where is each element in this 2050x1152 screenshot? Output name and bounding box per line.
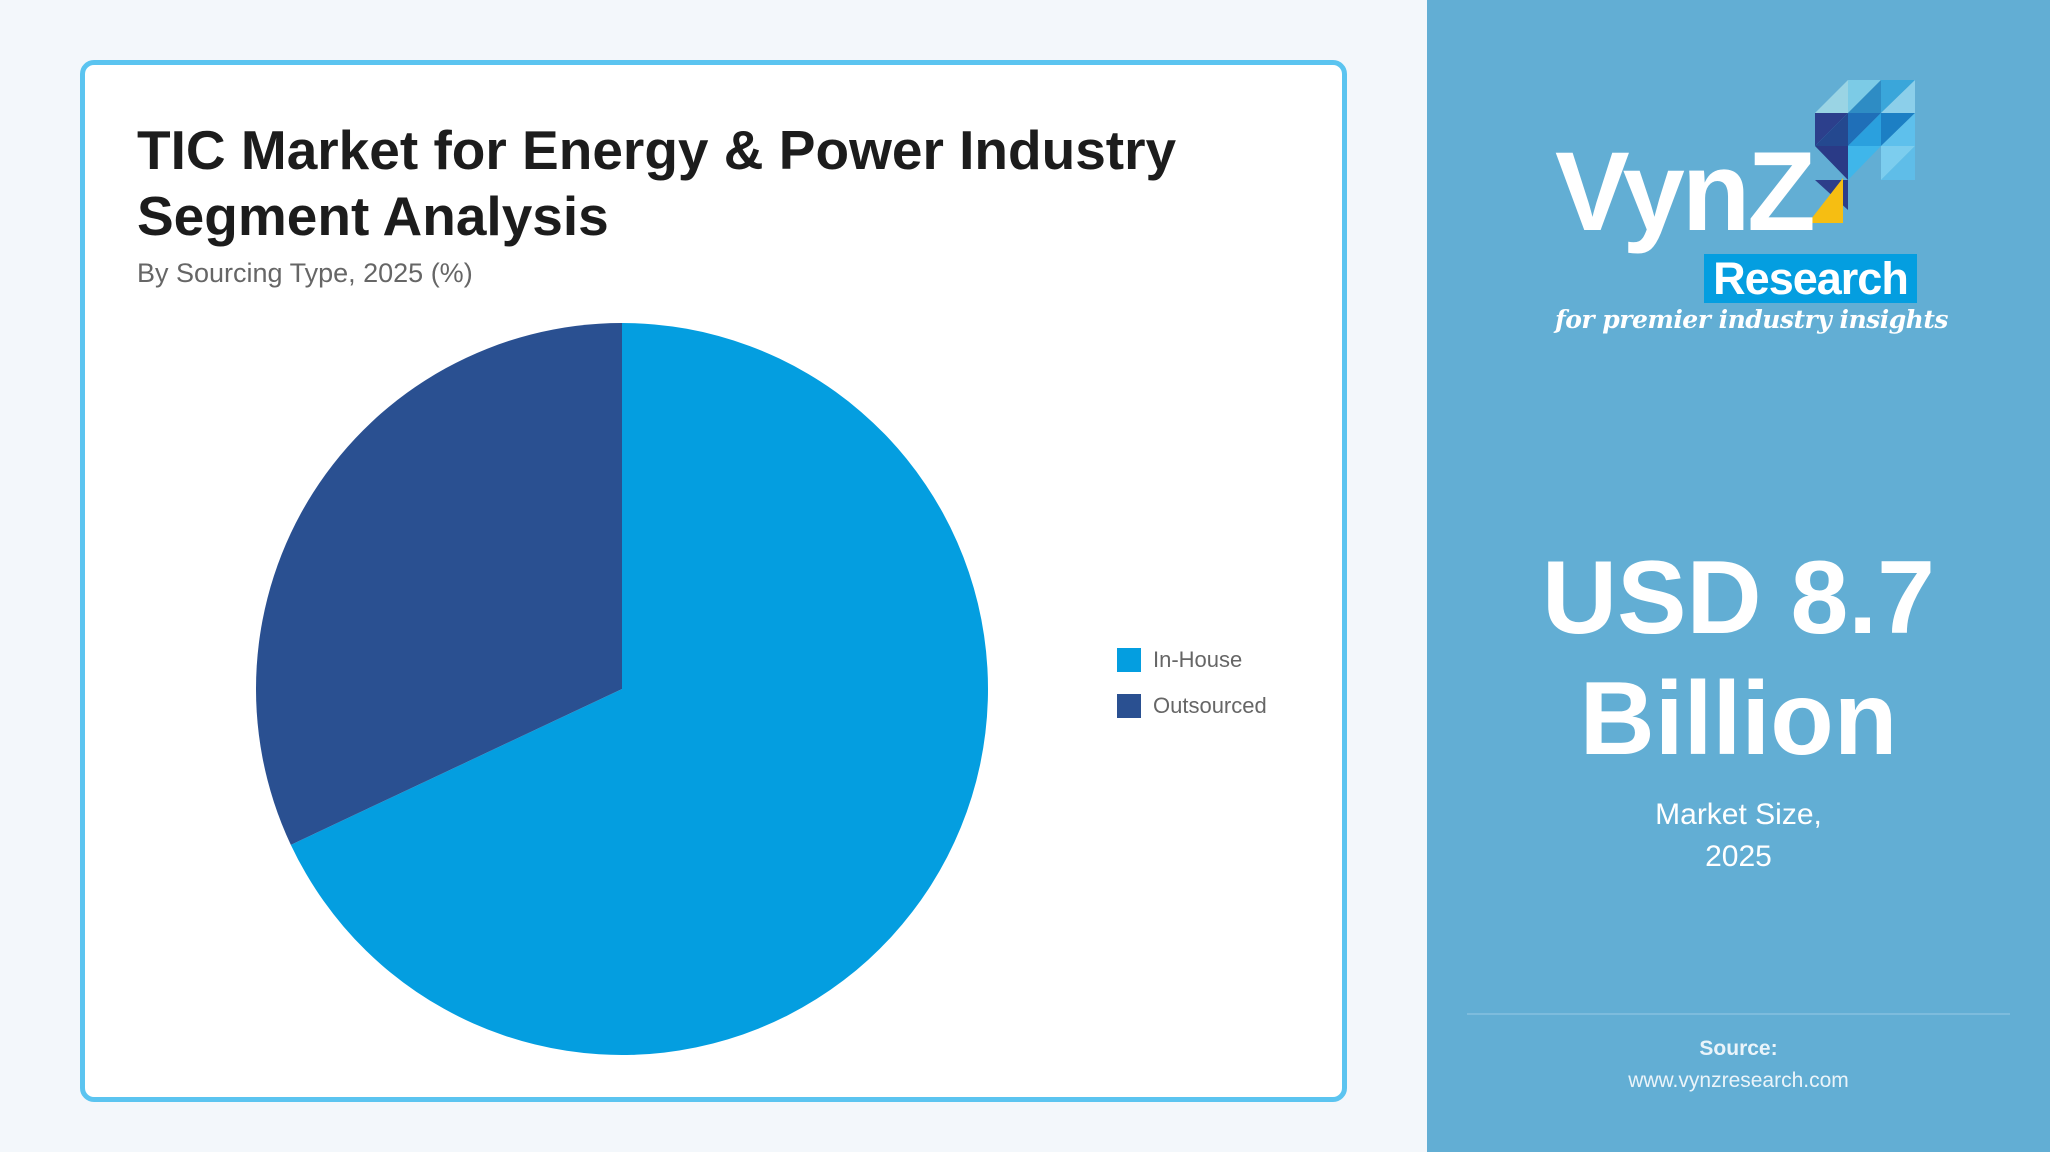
chart-card: TIC Market for Energy & Power Industry S… xyxy=(80,60,1347,1102)
chart-legend: In-House Outsourced xyxy=(1117,647,1267,739)
market-size-caption: Market Size, 2025 xyxy=(1427,794,2050,878)
market-value-line2: Billion xyxy=(1579,661,1898,777)
source-label: Source: xyxy=(1699,1037,1778,1060)
pie-slice-outsourced[interactable] xyxy=(255,323,623,845)
logo-wordmark: VynZ xyxy=(1555,129,1816,254)
market-caption-line1: Market Size, xyxy=(1655,798,1822,831)
chart-subtitle: By Sourcing Type, 2025 (%) xyxy=(137,258,473,288)
legend-item-outsourced[interactable]: Outsourced xyxy=(1117,693,1267,718)
legend-swatch-outsourced xyxy=(1117,693,1141,718)
market-caption-line2: 2025 xyxy=(1705,840,1772,873)
chart-title-line1: TIC Market for Energy & Power Industry xyxy=(137,119,1177,181)
divider xyxy=(1467,1013,2010,1015)
market-size-value: USD 8.7 Billion xyxy=(1427,538,2050,780)
market-value-line1: USD 8.7 xyxy=(1541,540,1936,656)
legend-swatch-in-house xyxy=(1117,647,1141,672)
pie-slice-in-house[interactable] xyxy=(290,323,988,1055)
source-url[interactable]: www.vynzresearch.com xyxy=(1628,1069,1849,1092)
legend-label: Outsourced xyxy=(1153,693,1267,718)
legend-item-in-house[interactable]: In-House xyxy=(1117,647,1267,672)
info-panel: VynZ Research for premier industry insig… xyxy=(1427,0,2050,1152)
pie-chart xyxy=(255,323,988,1055)
triangle-mosaic-icon xyxy=(1808,80,1915,223)
logo-research-badge: Research xyxy=(1704,254,1917,303)
vynz-research-logo: VynZ Research for premier industry insig… xyxy=(1547,70,1948,360)
chart-title-line2: Segment Analysis xyxy=(137,185,609,247)
chart-title: TIC Market for Energy & Power Industry S… xyxy=(137,117,1287,249)
logo-tagline: for premier industry insights xyxy=(1555,305,1948,334)
legend-label: In-House xyxy=(1153,647,1243,672)
